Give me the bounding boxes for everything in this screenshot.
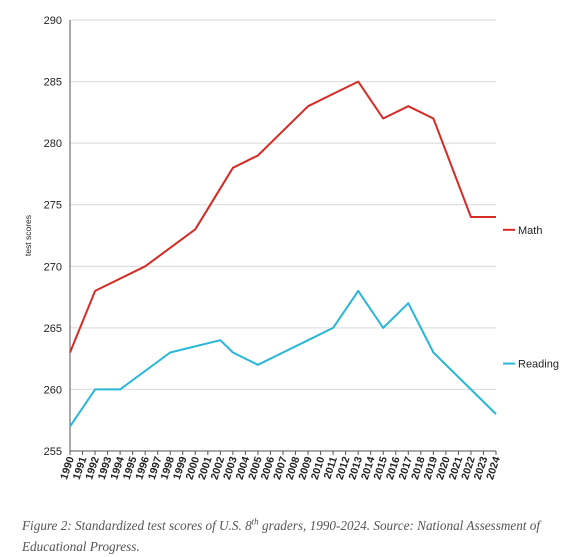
legend-label-reading: Reading [518,359,559,371]
legend: Math Reading [503,225,559,371]
series-line-math [69,80,496,353]
caption-prefix: Figure 2: Standardized test scores of U.… [22,518,252,533]
y-tick-label: 270 [44,261,62,273]
y-tick-label: 275 [44,200,62,212]
series-line-reading [69,289,497,427]
y-axis-ticks: 255 260 265 270 275 280 285 290 [44,15,62,458]
y-tick-label: 255 [44,446,62,458]
gridlines [69,19,496,452]
legend-label-math: Math [518,225,542,237]
caption-suffix: graders, 1990-2024. Source: National Ass… [22,518,541,554]
line-chart: 255 260 265 270 275 280 285 290 199019911992199… [23,15,559,481]
figure-caption: Figure 2: Standardized test scores of U.… [22,515,574,557]
y-tick-label: 265 [44,323,62,335]
y-tick-label: 260 [44,384,62,396]
y-tick-label: 285 [44,77,62,89]
y-axis-label: test scores [23,215,33,256]
caption-superscript: th [251,516,259,527]
y-tick-label: 280 [44,138,62,150]
x-axis-ticks: 1990199119921993199419951996199719981999… [58,451,503,481]
y-tick-label: 290 [44,15,62,27]
series-lines [69,80,497,427]
